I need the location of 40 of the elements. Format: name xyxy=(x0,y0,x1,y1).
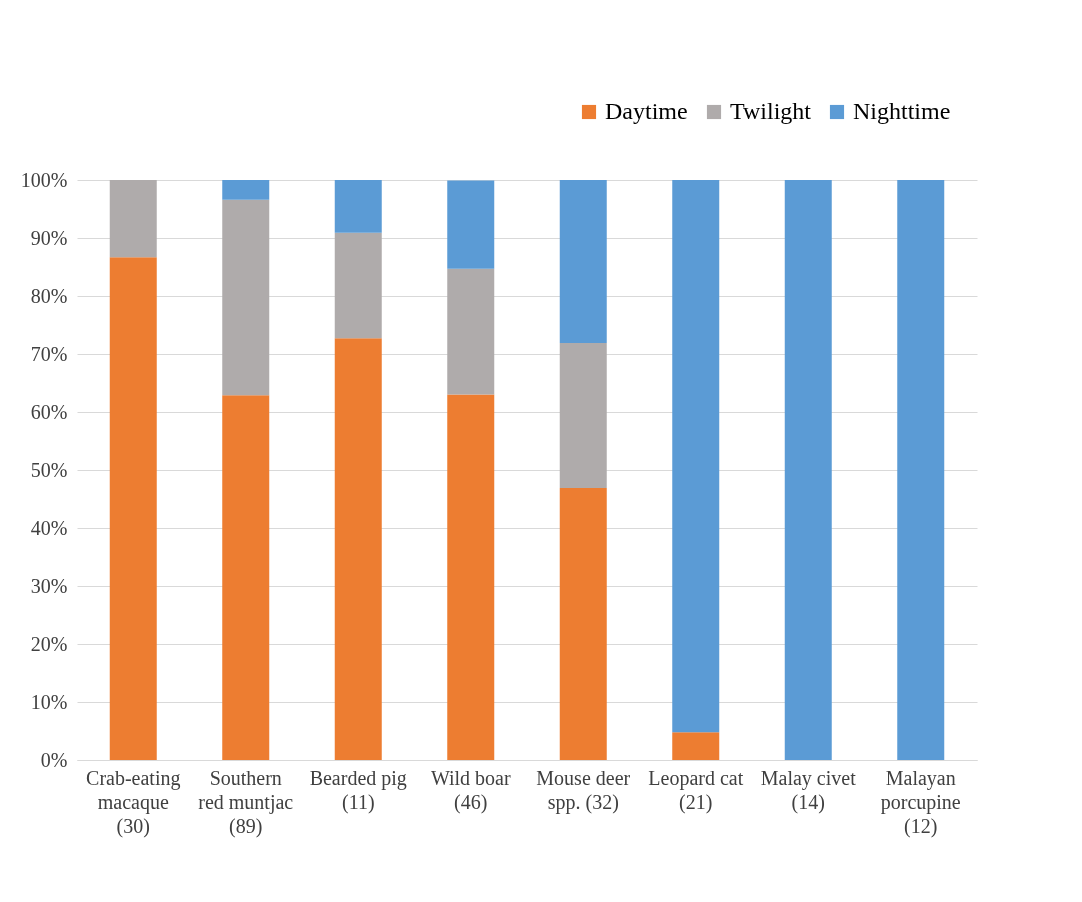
x-tick-label: Crab-eating macaque (30) xyxy=(86,766,181,838)
bar xyxy=(672,732,720,760)
bar xyxy=(559,342,607,488)
y-tick-label: 0% xyxy=(40,748,68,771)
bar xyxy=(784,180,832,760)
y-tick-label: 40% xyxy=(30,516,68,539)
y-tick-label: 70% xyxy=(30,342,68,365)
bar xyxy=(109,180,157,258)
bar xyxy=(334,180,382,233)
bar xyxy=(109,257,157,760)
x-tick-label: Bearded pig (11) xyxy=(309,766,407,814)
x-tick-label: Malay civet (14) xyxy=(760,766,857,814)
bar xyxy=(222,199,270,396)
bar xyxy=(334,232,382,339)
y-tick-label: 10% xyxy=(30,690,68,713)
bar xyxy=(447,180,495,269)
y-tick-label: 90% xyxy=(30,226,68,249)
bar xyxy=(559,487,607,760)
x-tick-label: Malayan porcupine (12) xyxy=(880,766,961,838)
y-tick-label: 80% xyxy=(30,284,68,307)
bar xyxy=(672,180,720,733)
legend-label: Twilight xyxy=(730,98,812,124)
x-tick-label: Wild boar (46) xyxy=(430,766,511,814)
bar xyxy=(559,180,607,343)
bar xyxy=(222,180,270,200)
legend-label: Nighttime xyxy=(853,98,951,124)
x-tick-label: Southern red muntjac (89) xyxy=(198,766,294,838)
bar xyxy=(222,395,270,760)
y-tick-label: 50% xyxy=(30,458,68,481)
y-tick-label: 20% xyxy=(30,632,68,655)
y-tick-label: 100% xyxy=(20,168,68,191)
bar xyxy=(447,268,495,395)
x-tick-label: Leopard cat (21) xyxy=(648,766,744,814)
legend-label: Daytime xyxy=(605,98,688,124)
bar xyxy=(897,180,945,760)
x-tick-label: Mouse deer spp. (32) xyxy=(536,766,631,814)
y-tick-label: 30% xyxy=(30,574,68,597)
y-tick-label: 60% xyxy=(30,400,68,423)
bar xyxy=(447,394,495,760)
bar xyxy=(334,338,382,760)
